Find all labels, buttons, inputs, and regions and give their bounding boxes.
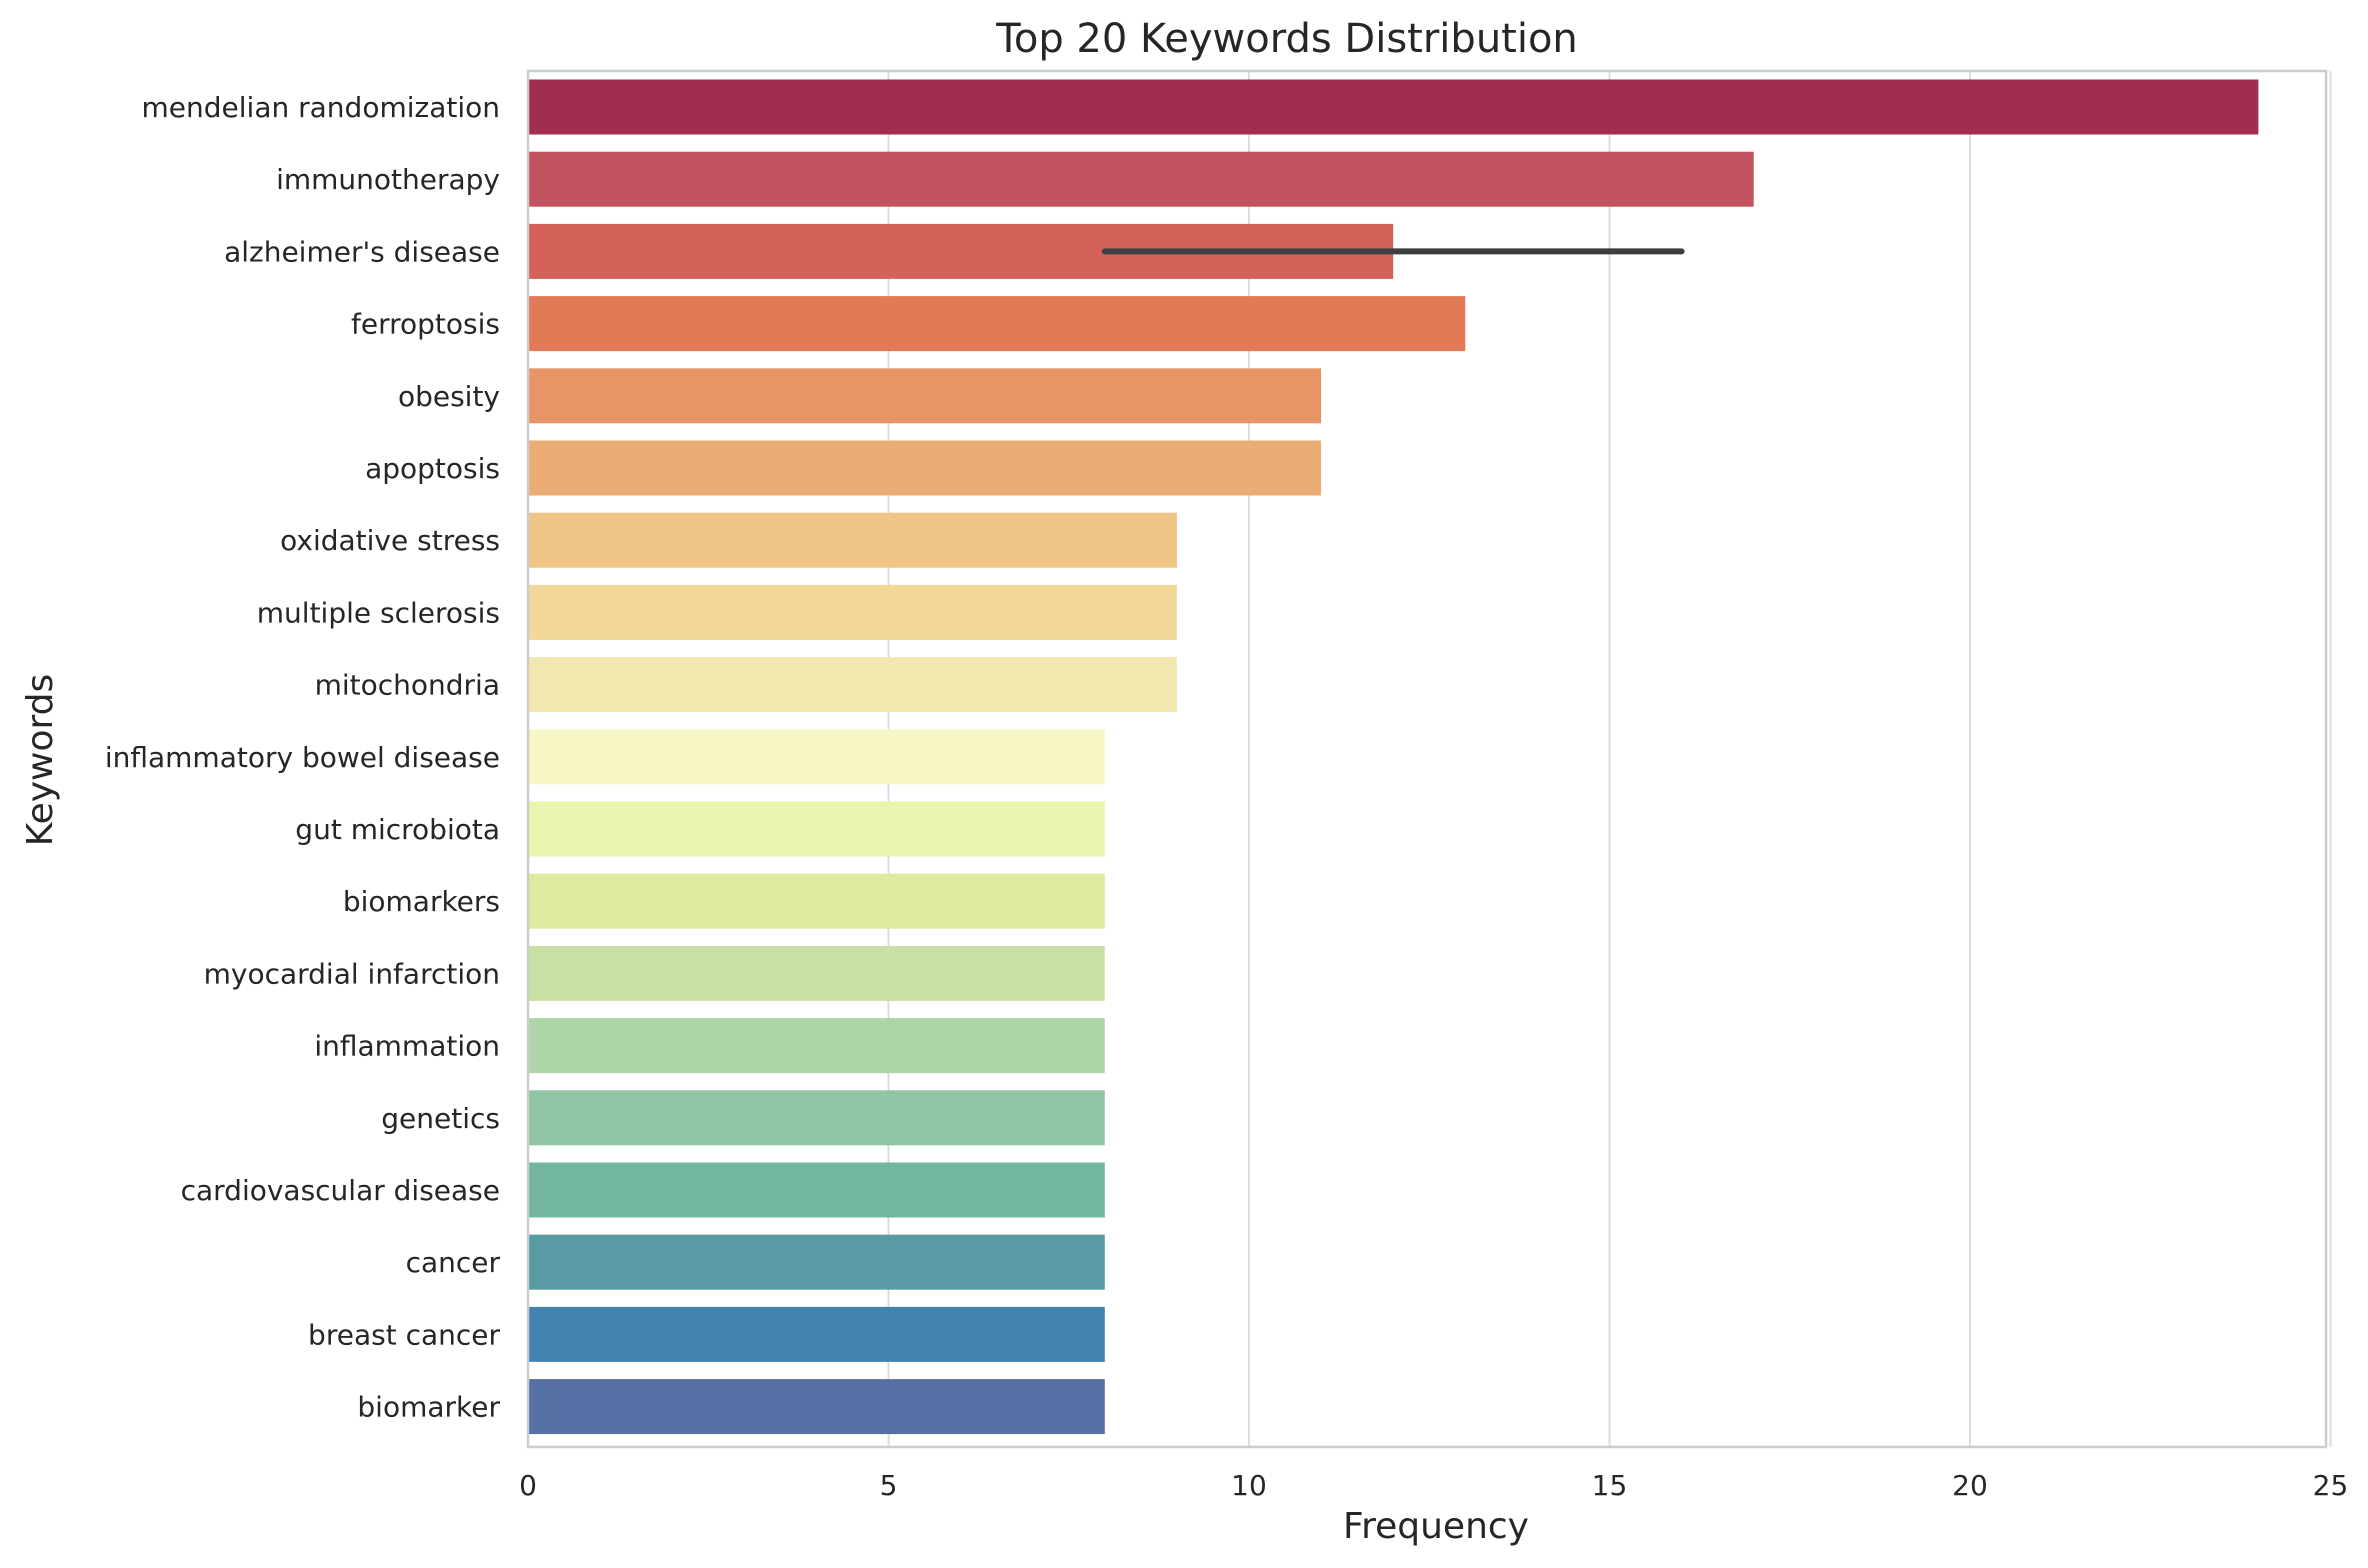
bar — [528, 1018, 1105, 1074]
x-axis-label: Frequency — [1343, 1506, 1529, 1547]
y-axis-label: Keywords — [20, 674, 61, 847]
y-tick-label: biomarker — [357, 1391, 500, 1424]
y-tick-label: mitochondria — [315, 669, 500, 702]
bar — [528, 657, 1177, 713]
bar — [528, 873, 1105, 929]
bar — [528, 1162, 1105, 1218]
y-tick-label: biomarkers — [343, 885, 500, 918]
y-tick-label: gut microbiota — [295, 813, 500, 846]
y-tick-label: obesity — [398, 380, 500, 413]
x-tick-label: 25 — [2313, 1469, 2349, 1502]
y-tick-label: alzheimer's disease — [224, 235, 500, 268]
y-tick-label: oxidative stress — [280, 524, 500, 557]
x-tick-labels: 0 5 10 15 20 25 — [519, 1469, 2348, 1502]
bar — [528, 1234, 1105, 1290]
y-tick-label: cancer — [406, 1246, 501, 1279]
y-tick-label: genetics — [381, 1102, 500, 1135]
bar — [528, 151, 1754, 207]
x-tick-label: 5 — [880, 1469, 898, 1502]
bar — [528, 440, 1322, 496]
x-tick-label: 0 — [519, 1469, 537, 1502]
plot-frame — [526, 69, 2328, 1449]
bar — [528, 729, 1105, 785]
bar — [528, 1306, 1105, 1362]
x-tick-label: 10 — [1231, 1469, 1267, 1502]
x-tick-label: 15 — [1592, 1469, 1628, 1502]
bar — [528, 296, 1466, 352]
bar — [528, 368, 1322, 424]
y-tick-labels: mendelian randomization immunotherapy alzh… — [105, 91, 501, 1424]
y-tick-label: inflammation — [314, 1030, 500, 1063]
bar — [528, 584, 1177, 640]
y-tick-label: myocardial infarction — [204, 957, 500, 990]
bars — [528, 79, 2259, 1435]
y-tick-label: immunotherapy — [276, 163, 500, 196]
y-tick-label: mendelian randomization — [142, 91, 500, 124]
bar — [528, 1090, 1105, 1146]
y-tick-label: multiple sclerosis — [257, 596, 500, 629]
bar — [528, 801, 1105, 857]
x-tick-label: 20 — [1952, 1469, 1988, 1502]
bar — [528, 512, 1177, 568]
y-tick-label: apoptosis — [365, 452, 500, 485]
y-tick-label: ferroptosis — [351, 308, 500, 341]
y-tick-label: cardiovascular disease — [181, 1174, 500, 1207]
bar — [528, 79, 2259, 135]
y-tick-label: breast cancer — [308, 1318, 500, 1351]
bar — [528, 945, 1105, 1001]
bar — [528, 1379, 1105, 1435]
y-tick-label: inflammatory bowel disease — [105, 741, 500, 774]
chart-title: Top 20 Keywords Distribution — [995, 16, 1578, 62]
